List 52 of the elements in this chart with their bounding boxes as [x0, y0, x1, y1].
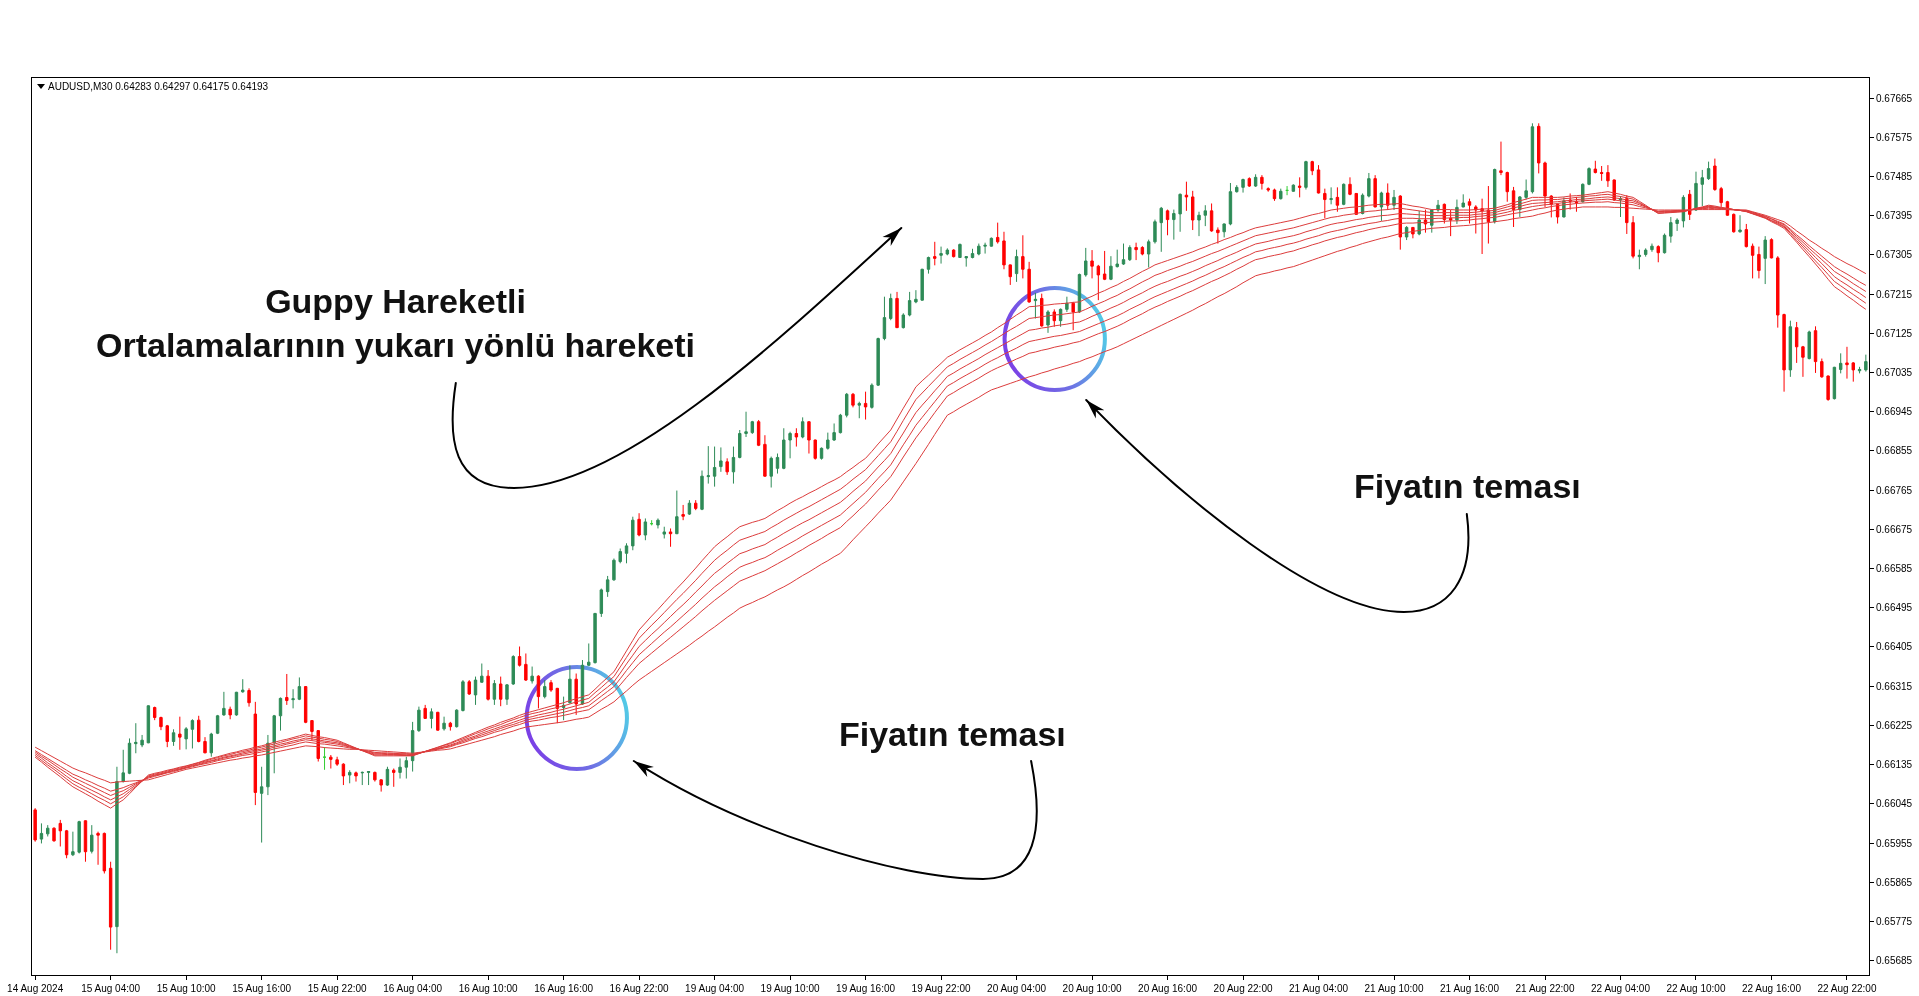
- x-tick-label: 20 Aug 10:00: [1062, 983, 1122, 994]
- x-tick-label: 20 Aug 04:00: [987, 983, 1047, 994]
- y-tick-label: 0.67215: [1876, 288, 1913, 300]
- x-tick-label: 19 Aug 10:00: [760, 983, 820, 994]
- y-tick-label: 0.66765: [1876, 484, 1913, 496]
- y-tick-label: 0.66855: [1876, 445, 1913, 457]
- y-tick-label: 0.66135: [1876, 759, 1913, 771]
- x-tick-label: 20 Aug 22:00: [1213, 983, 1273, 994]
- x-tick-label: 15 Aug 22:00: [307, 983, 368, 994]
- x-tick-label: 19 Aug 04:00: [685, 983, 745, 994]
- chart-title: AUDUSD,M30 0.64283 0.64297 0.64175 0.64193: [48, 80, 269, 92]
- y-tick-label: 0.65775: [1876, 915, 1913, 927]
- y-tick-label: 0.65955: [1876, 837, 1913, 849]
- y-tick-label: 0.66225: [1876, 719, 1913, 731]
- x-tick-label: 21 Aug 10:00: [1364, 983, 1424, 994]
- x-tick-label: 16 Aug 16:00: [534, 983, 594, 994]
- annotation: Fiyatın teması: [1354, 467, 1581, 505]
- y-tick-label: 0.66675: [1876, 523, 1913, 535]
- y-tick-label: 0.65865: [1876, 876, 1913, 888]
- y-tick-label: 0.65685: [1876, 955, 1913, 967]
- annotation: Fiyatın teması: [839, 715, 1066, 753]
- y-tick-label: 0.67575: [1876, 131, 1913, 143]
- x-tick-label: 15 Aug 04:00: [81, 983, 141, 994]
- y-tick-label: 0.67665: [1876, 92, 1913, 104]
- y-tick-label: 0.67125: [1876, 327, 1913, 339]
- y-tick-label: 0.66045: [1876, 798, 1913, 810]
- y-tick-label: 0.66945: [1876, 406, 1913, 418]
- x-tick-label: 16 Aug 04:00: [383, 983, 443, 994]
- x-tick-label: 21 Aug 04:00: [1289, 983, 1349, 994]
- x-tick-label: 19 Aug 16:00: [836, 983, 896, 994]
- x-tick-label: 14 Aug 2024: [7, 983, 64, 994]
- x-tick-label: 20 Aug 16:00: [1138, 983, 1198, 994]
- y-tick-label: 0.66585: [1876, 563, 1913, 575]
- y-tick-label: 0.67035: [1876, 367, 1913, 378]
- x-tick-label: 15 Aug 10:00: [156, 983, 217, 994]
- x-tick-label: 21 Aug 22:00: [1515, 983, 1575, 994]
- annotation: Guppy Hareketli Ortalamalarının yukarı yönlü hareketi: [96, 282, 696, 365]
- y-tick-label: 0.67305: [1876, 249, 1913, 261]
- x-tick-label: 22 Aug 10:00: [1666, 983, 1726, 994]
- y-tick-label: 0.67485: [1876, 170, 1913, 182]
- x-tick-label: 15 Aug 16:00: [232, 983, 292, 994]
- x-tick-label: 22 Aug 04:00: [1591, 983, 1651, 994]
- y-tick-label: 0.66405: [1876, 641, 1913, 653]
- y-tick-label: 0.67395: [1876, 210, 1913, 222]
- x-tick-label: 16 Aug 22:00: [609, 983, 669, 994]
- x-tick-label: 21 Aug 16:00: [1440, 983, 1500, 994]
- x-tick-label: 22 Aug 22:00: [1817, 983, 1877, 994]
- y-tick-label: 0.66315: [1876, 680, 1913, 692]
- x-tick-label: 19 Aug 22:00: [911, 983, 971, 994]
- x-tick-label: 16 Aug 10:00: [458, 983, 519, 994]
- x-tick-label: 22 Aug 16:00: [1742, 983, 1802, 994]
- y-tick-label: 0.66495: [1876, 602, 1913, 614]
